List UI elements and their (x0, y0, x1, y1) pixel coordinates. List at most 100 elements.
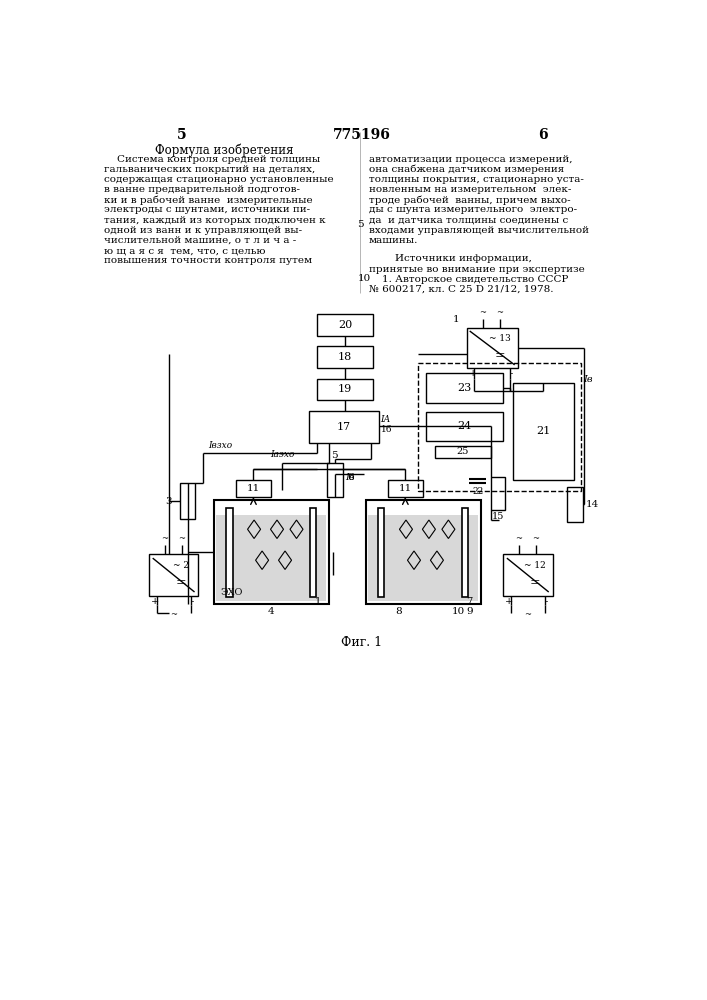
Text: ~: ~ (479, 309, 486, 317)
Bar (387, 480, 423, 497)
Text: 15: 15 (492, 512, 505, 521)
Text: ~: ~ (532, 536, 539, 544)
Text: +: + (151, 597, 159, 606)
Text: одной из ванн и к управляющей вы-: одной из ванн и к управляющей вы- (104, 226, 302, 235)
Text: 1: 1 (315, 597, 321, 606)
Text: 10: 10 (452, 607, 465, 616)
Bar (368, 515, 478, 601)
Text: ~ 13: ~ 13 (489, 334, 510, 343)
Text: 25: 25 (457, 447, 469, 456)
Text: 23: 23 (457, 383, 472, 393)
Text: да  и датчика толщины соединены с: да и датчика толщины соединены с (369, 216, 568, 225)
Text: машины.: машины. (369, 236, 419, 245)
Text: =: = (176, 576, 187, 589)
Bar (366, 500, 481, 604)
Text: ~: ~ (161, 536, 168, 544)
Text: толщины покрытия, стационарно уста-: толщины покрытия, стационарно уста- (369, 175, 584, 184)
Text: 4: 4 (268, 607, 274, 616)
Bar (418, 363, 580, 491)
Text: +: + (505, 597, 513, 606)
Text: ~ 2: ~ 2 (173, 561, 189, 570)
Text: ~: ~ (177, 536, 185, 544)
Text: 1. Авторское свидетельство СССР: 1. Авторское свидетельство СССР (369, 275, 568, 284)
Bar (226, 508, 233, 597)
Text: Iв: Iв (345, 473, 354, 482)
Text: 14: 14 (586, 500, 599, 509)
Text: 11: 11 (399, 484, 412, 493)
Text: в ванне предварительной подготов-: в ванне предварительной подготов- (104, 185, 300, 194)
Bar (426, 373, 503, 403)
Text: 775196: 775196 (333, 128, 391, 142)
Text: ~ 12: ~ 12 (525, 561, 546, 570)
Text: электроды с шунтами, источники пи-: электроды с шунтами, источники пи- (104, 205, 310, 214)
Text: новленным на измерительном  элек-: новленным на измерительном элек- (369, 185, 571, 194)
Bar (327, 463, 343, 497)
Text: автоматизации процесса измерений,: автоматизации процесса измерений, (369, 155, 573, 164)
Text: 10: 10 (357, 274, 370, 283)
Text: 5: 5 (177, 128, 186, 142)
Text: Iаэхо: Iаэхо (271, 450, 295, 459)
Bar (214, 500, 329, 604)
Text: гальванических покрытий на деталях,: гальванических покрытий на деталях, (104, 165, 315, 174)
Text: 3: 3 (165, 497, 173, 506)
Text: ~: ~ (525, 611, 531, 619)
Text: ю щ а я с я  тем, что, с целью: ю щ а я с я тем, что, с целью (104, 246, 265, 255)
Text: она снабжена датчиком измерения: она снабжена датчиком измерения (369, 165, 564, 174)
Text: 8: 8 (395, 607, 402, 616)
Text: Формула изобретения: Формула изобретения (155, 143, 293, 157)
Text: 7: 7 (467, 597, 473, 606)
Text: -: - (191, 597, 194, 606)
Text: =: = (494, 350, 505, 363)
Text: -: - (545, 597, 548, 606)
Bar (149, 554, 199, 596)
Text: входами управляющей вычислительной: входами управляющей вычислительной (369, 226, 589, 235)
Bar (462, 508, 468, 597)
Text: 6: 6 (539, 128, 548, 142)
Text: IА: IА (380, 415, 391, 424)
Text: 5: 5 (332, 451, 338, 460)
Text: 16: 16 (380, 425, 392, 434)
Bar (467, 328, 518, 368)
Text: 5: 5 (357, 220, 364, 229)
Text: 21: 21 (536, 426, 551, 436)
Bar (567, 487, 583, 522)
Bar (435, 446, 491, 458)
Text: числительной машине, о т л и ч а -: числительной машине, о т л и ч а - (104, 236, 296, 245)
Text: принятые во внимание при экспертизе: принятые во внимание при экспертизе (369, 265, 585, 274)
Text: ~: ~ (515, 536, 522, 544)
Bar (317, 379, 373, 400)
Text: 17: 17 (337, 422, 351, 432)
Text: Iвзхо: Iвзхо (209, 441, 233, 450)
Text: 22: 22 (473, 487, 484, 496)
Text: 20: 20 (338, 320, 352, 330)
Text: -: - (510, 369, 513, 378)
Text: Система контроля средней толщины: Система контроля средней толщины (104, 155, 320, 164)
Text: 9: 9 (467, 607, 473, 616)
Text: № 600217, кл. С 25 D 21/12, 1978.: № 600217, кл. С 25 D 21/12, 1978. (369, 285, 554, 294)
Text: 6: 6 (347, 473, 354, 482)
Text: тания, каждый из которых подключен к: тания, каждый из которых подключен к (104, 216, 325, 225)
Bar (310, 508, 316, 597)
Bar (503, 554, 553, 596)
Bar (426, 412, 503, 441)
Text: 18: 18 (338, 352, 352, 362)
Text: =: = (530, 576, 541, 589)
Bar (317, 346, 373, 368)
Bar (513, 383, 573, 480)
Text: троде рабочей  ванны, причем выхо-: троде рабочей ванны, причем выхо- (369, 195, 571, 205)
Bar (309, 411, 379, 443)
Text: 1: 1 (452, 315, 460, 324)
Bar (317, 314, 373, 336)
Bar (216, 515, 327, 601)
Text: ды с шунта измерительного  электро-: ды с шунта измерительного электро- (369, 205, 577, 214)
Text: 11: 11 (247, 484, 260, 493)
Text: 24: 24 (457, 421, 472, 431)
Text: Источники информации,: Источники информации, (369, 254, 532, 263)
Text: +: + (469, 369, 477, 378)
Bar (378, 508, 385, 597)
Text: Iв: Iв (583, 375, 592, 384)
Text: ки и в рабочей ванне  измерительные: ки и в рабочей ванне измерительные (104, 195, 312, 205)
Bar (180, 483, 195, 519)
Text: ~: ~ (496, 309, 503, 317)
Text: ЭХО: ЭХО (220, 588, 243, 597)
